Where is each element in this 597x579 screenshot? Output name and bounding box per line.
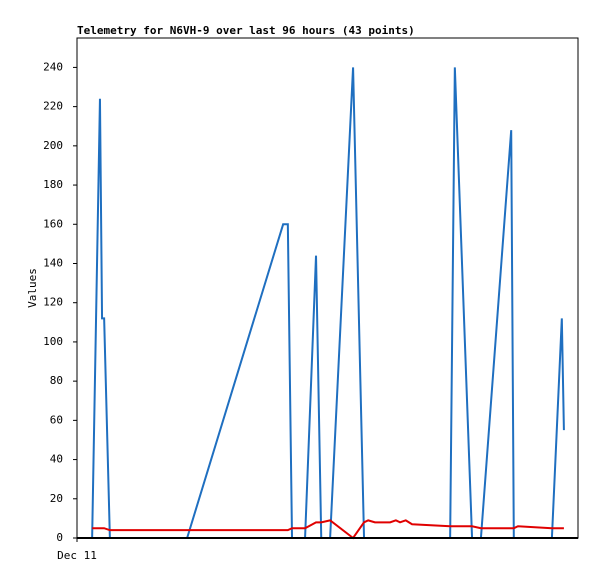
y-tick-label: 140 <box>43 256 63 269</box>
y-tick-label: 200 <box>43 139 63 152</box>
plot-frame <box>76 37 579 539</box>
y-tick-label: 160 <box>43 217 63 230</box>
chart-title: Telemetry for N6VH-9 over last 96 hours … <box>77 24 415 37</box>
y-tick-label: 40 <box>50 453 63 466</box>
y-tick-label: 240 <box>43 60 63 73</box>
y-tick-label: 120 <box>43 296 63 309</box>
y-tick-label: 100 <box>43 335 63 348</box>
y-tick-label: 60 <box>50 413 63 426</box>
y-tick-label: 20 <box>50 492 63 505</box>
y-axis-label: Values <box>26 268 39 308</box>
x-tick-label: Dec 11 <box>57 549 97 562</box>
y-tick-label: 0 <box>56 531 63 544</box>
y-tick-label: 80 <box>50 374 63 387</box>
y-tick-label: 180 <box>43 178 63 191</box>
series-line <box>92 519 564 540</box>
y-tick-label: 220 <box>43 100 63 113</box>
